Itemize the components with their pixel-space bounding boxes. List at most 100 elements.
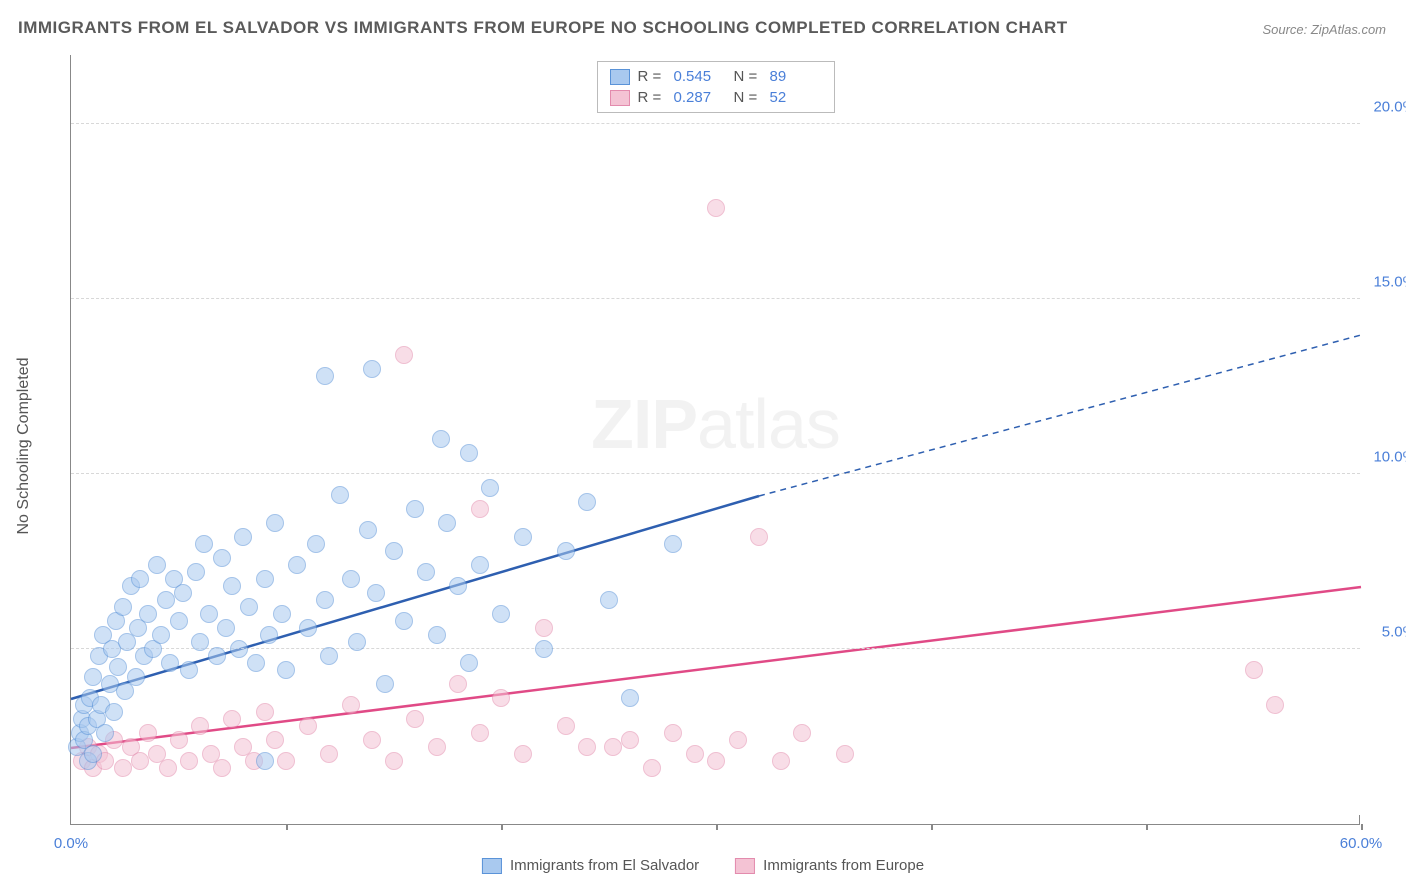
scatter-point bbox=[578, 738, 596, 756]
scatter-point bbox=[114, 598, 132, 616]
scatter-point bbox=[729, 731, 747, 749]
scatter-point bbox=[288, 556, 306, 574]
scatter-point bbox=[707, 752, 725, 770]
scatter-point bbox=[105, 703, 123, 721]
scatter-point bbox=[471, 500, 489, 518]
scatter-point bbox=[187, 563, 205, 581]
scatter-point bbox=[664, 724, 682, 742]
scatter-point bbox=[428, 626, 446, 644]
scatter-point bbox=[256, 570, 274, 588]
scatter-point bbox=[363, 731, 381, 749]
scatter-point bbox=[131, 752, 149, 770]
scatter-point bbox=[395, 612, 413, 630]
scatter-point bbox=[299, 619, 317, 637]
scatter-point bbox=[217, 619, 235, 637]
scatter-point bbox=[84, 668, 102, 686]
x-tick-mark bbox=[931, 824, 933, 830]
x-tick-mark bbox=[501, 824, 503, 830]
scatter-point bbox=[449, 577, 467, 595]
scatter-point bbox=[367, 584, 385, 602]
legend-item: Immigrants from Europe bbox=[735, 857, 924, 874]
legend-r-value: 0.287 bbox=[674, 89, 726, 106]
scatter-point bbox=[299, 717, 317, 735]
scatter-point bbox=[348, 633, 366, 651]
scatter-point bbox=[213, 549, 231, 567]
scatter-point bbox=[363, 360, 381, 378]
scatter-point bbox=[604, 738, 622, 756]
legend-stats-row: R =0.545N =89 bbox=[610, 66, 822, 87]
y-tick-label: 15.0% bbox=[1373, 274, 1406, 291]
scatter-point bbox=[432, 430, 450, 448]
scatter-point bbox=[406, 500, 424, 518]
scatter-point bbox=[492, 605, 510, 623]
scatter-point bbox=[492, 689, 510, 707]
scatter-point bbox=[643, 759, 661, 777]
legend-r-value: 0.545 bbox=[674, 68, 726, 85]
scatter-point bbox=[514, 745, 532, 763]
scatter-point bbox=[139, 605, 157, 623]
scatter-point bbox=[600, 591, 618, 609]
source-attribution: Source: ZipAtlas.com bbox=[1262, 22, 1386, 37]
scatter-point bbox=[223, 577, 241, 595]
scatter-point bbox=[836, 745, 854, 763]
scatter-point bbox=[256, 703, 274, 721]
x-tick-mark bbox=[1146, 824, 1148, 830]
legend-stats-row: R =0.287N =52 bbox=[610, 87, 822, 108]
legend-bottom: Immigrants from El SalvadorImmigrants fr… bbox=[482, 857, 924, 874]
scatter-point bbox=[277, 661, 295, 679]
scatter-point bbox=[148, 556, 166, 574]
legend-r-label: R = bbox=[638, 89, 666, 106]
scatter-point bbox=[621, 731, 639, 749]
scatter-point bbox=[376, 675, 394, 693]
scatter-point bbox=[180, 661, 198, 679]
scatter-point bbox=[240, 598, 258, 616]
scatter-point bbox=[557, 542, 575, 560]
scatter-point bbox=[385, 752, 403, 770]
watermark-rest: atlas bbox=[697, 385, 840, 463]
scatter-point bbox=[114, 759, 132, 777]
scatter-point bbox=[417, 563, 435, 581]
scatter-point bbox=[127, 668, 145, 686]
scatter-point bbox=[406, 710, 424, 728]
scatter-point bbox=[84, 745, 102, 763]
chart-title: IMMIGRANTS FROM EL SALVADOR VS IMMIGRANT… bbox=[18, 18, 1068, 38]
scatter-point bbox=[460, 444, 478, 462]
legend-stats: R =0.545N =89R =0.287N =52 bbox=[597, 61, 835, 113]
scatter-point bbox=[686, 745, 704, 763]
plot-area: ZIPatlas 5.0%10.0%15.0%20.0%0.0%60.0%R =… bbox=[70, 55, 1360, 825]
scatter-point bbox=[449, 675, 467, 693]
scatter-point bbox=[230, 640, 248, 658]
scatter-point bbox=[273, 605, 291, 623]
y-tick-label: 10.0% bbox=[1373, 449, 1406, 466]
scatter-point bbox=[307, 535, 325, 553]
scatter-point bbox=[535, 640, 553, 658]
scatter-point bbox=[180, 752, 198, 770]
watermark: ZIPatlas bbox=[591, 384, 840, 464]
scatter-point bbox=[195, 535, 213, 553]
scatter-point bbox=[557, 717, 575, 735]
scatter-point bbox=[772, 752, 790, 770]
legend-n-value: 52 bbox=[770, 89, 822, 106]
scatter-point bbox=[174, 584, 192, 602]
scatter-point bbox=[200, 605, 218, 623]
scatter-point bbox=[320, 745, 338, 763]
scatter-point bbox=[213, 759, 231, 777]
scatter-point bbox=[277, 752, 295, 770]
scatter-point bbox=[621, 689, 639, 707]
scatter-point bbox=[191, 717, 209, 735]
scatter-point bbox=[139, 724, 157, 742]
scatter-point bbox=[161, 654, 179, 672]
scatter-point bbox=[266, 514, 284, 532]
x-tick-mark bbox=[286, 824, 288, 830]
scatter-point bbox=[535, 619, 553, 637]
scatter-point bbox=[1266, 696, 1284, 714]
x-tick-mark bbox=[1361, 824, 1363, 830]
scatter-point bbox=[385, 542, 403, 560]
scatter-point bbox=[234, 528, 252, 546]
legend-label: Immigrants from Europe bbox=[763, 857, 924, 874]
scatter-point bbox=[159, 759, 177, 777]
scatter-point bbox=[170, 731, 188, 749]
scatter-point bbox=[247, 654, 265, 672]
gridline bbox=[71, 648, 1360, 649]
scatter-point bbox=[223, 710, 241, 728]
